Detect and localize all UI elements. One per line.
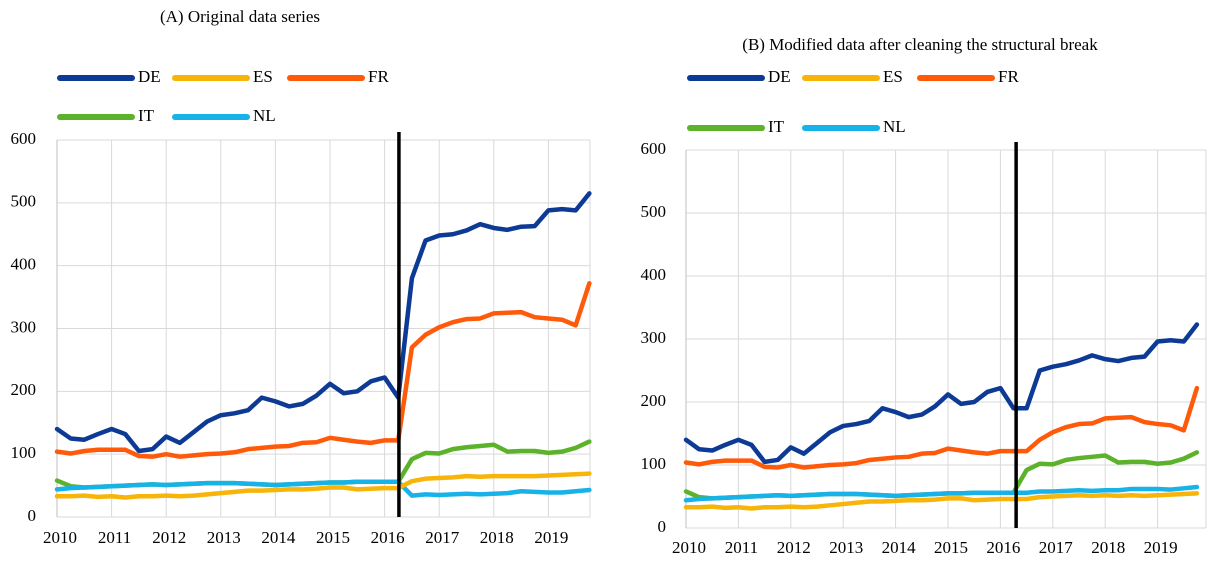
x-tick-label: 2013 xyxy=(829,538,863,557)
y-tick-label: 100 xyxy=(641,454,667,473)
legend-label: FR xyxy=(368,67,389,86)
legend-label: NL xyxy=(253,106,276,125)
x-tick-label: 2013 xyxy=(207,528,241,547)
series-line xyxy=(54,479,592,498)
x-tick-label: 2015 xyxy=(934,538,968,557)
y-tick-label: 400 xyxy=(641,265,667,284)
y-tick-label: 0 xyxy=(658,517,667,536)
legend-label: NL xyxy=(883,117,906,136)
x-tick-label: 2019 xyxy=(534,528,568,547)
y-tick-label: 100 xyxy=(11,443,37,462)
series-line xyxy=(683,484,1200,503)
x-tick-label: 2019 xyxy=(1144,538,1178,557)
x-tick-label: 2010 xyxy=(672,538,706,557)
legend-label: FR xyxy=(998,67,1019,86)
legend-label: ES xyxy=(883,67,903,86)
x-tick-label: 2018 xyxy=(480,528,514,547)
x-tick-label: 2011 xyxy=(725,538,758,557)
x-tick-label: 2017 xyxy=(1039,538,1074,557)
series-line xyxy=(683,385,1200,470)
x-tick-label: 2010 xyxy=(43,528,77,547)
legend-label: DE xyxy=(138,67,161,86)
y-tick-label: 200 xyxy=(11,380,37,399)
series-line xyxy=(683,491,1200,511)
series-line xyxy=(54,191,592,454)
y-tick-label: 600 xyxy=(11,129,37,148)
x-tick-label: 2011 xyxy=(98,528,131,547)
series-line xyxy=(683,322,1200,465)
chart-title: (A) Original data series xyxy=(160,7,320,26)
y-tick-label: 500 xyxy=(11,192,37,211)
legend-label: IT xyxy=(768,117,785,136)
x-tick-label: 2014 xyxy=(882,538,917,557)
y-tick-label: 500 xyxy=(641,202,667,221)
x-tick-label: 2014 xyxy=(261,528,296,547)
y-tick-label: 300 xyxy=(641,328,667,347)
x-tick-label: 2018 xyxy=(1091,538,1125,557)
series-line xyxy=(54,471,592,500)
x-tick-label: 2016 xyxy=(986,538,1020,557)
legend-label: DE xyxy=(768,67,791,86)
x-tick-label: 2016 xyxy=(371,528,405,547)
y-tick-label: 400 xyxy=(11,255,37,274)
y-tick-label: 600 xyxy=(641,139,667,158)
chart-title: (B) Modified data after cleaning the str… xyxy=(742,35,1098,54)
y-tick-label: 300 xyxy=(11,317,37,336)
x-tick-label: 2012 xyxy=(777,538,811,557)
y-tick-label: 0 xyxy=(28,506,37,525)
x-tick-label: 2017 xyxy=(425,528,460,547)
legend-label: ES xyxy=(253,67,273,86)
legend-label: IT xyxy=(138,106,155,125)
x-tick-label: 2012 xyxy=(152,528,186,547)
series-line xyxy=(54,281,592,459)
y-tick-label: 200 xyxy=(641,391,667,410)
x-tick-label: 2015 xyxy=(316,528,350,547)
